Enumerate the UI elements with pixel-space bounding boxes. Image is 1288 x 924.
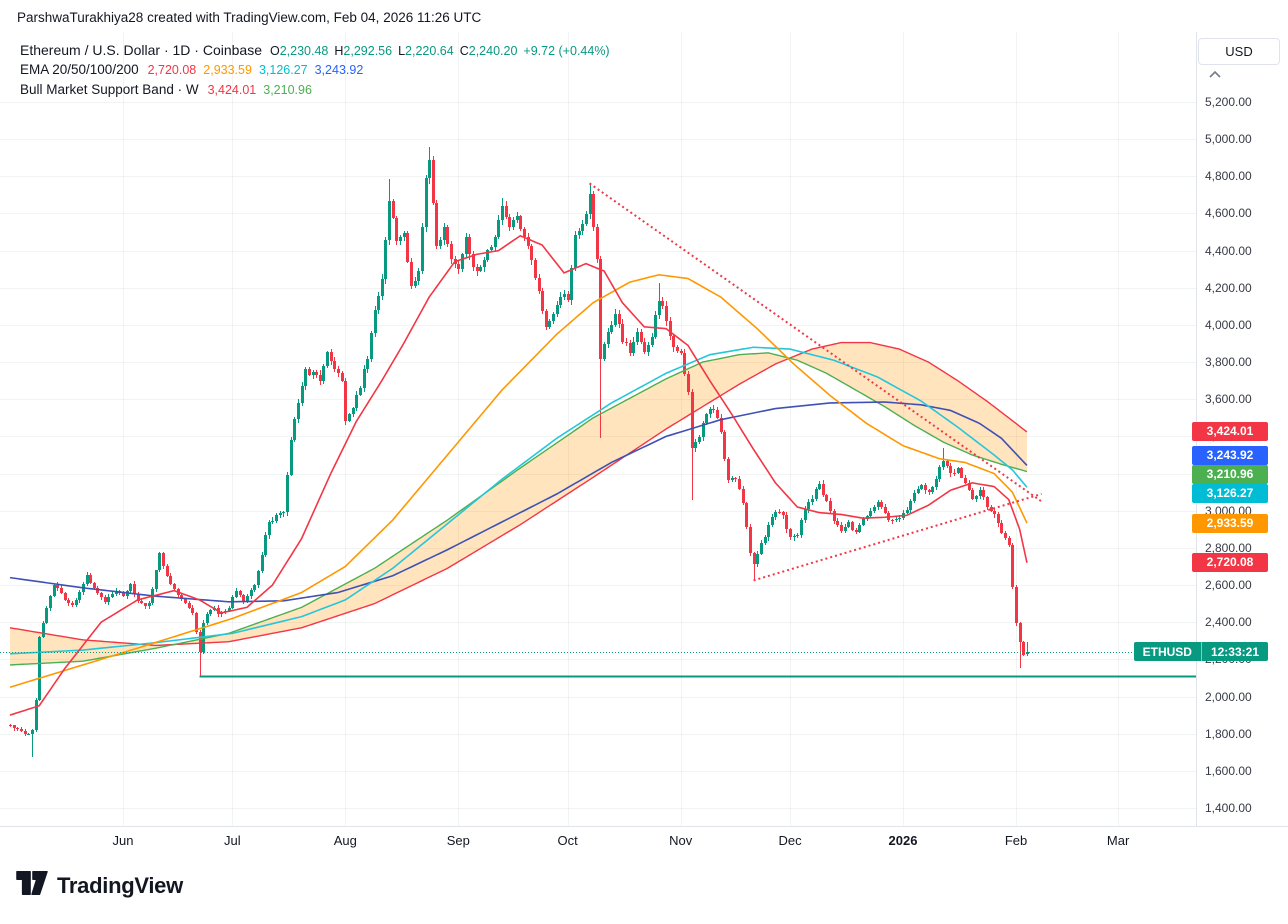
indicator-price-badge: 2,933.59 <box>1192 513 1268 533</box>
indicator-price-badge: 3,243.92 <box>1192 446 1268 466</box>
ohlc-letter: L <box>398 44 406 58</box>
bmsb-indicator-title[interactable]: Bull Market Support Band · W <box>20 82 199 97</box>
time-tick-label: Nov <box>669 833 693 848</box>
indicator-value: 2,933.59 <box>203 63 252 77</box>
indicator-price-badge: 3,424.01 <box>1192 422 1268 442</box>
symbol-countdown-badge: ETHUSD 12:33:21 <box>1133 642 1268 662</box>
time-tick-label: Mar <box>1106 833 1130 848</box>
ema-indicator-title[interactable]: EMA 20/50/100/200 <box>20 62 139 77</box>
ohlc-value: 2,230.48 <box>279 44 329 58</box>
price-tick-label: 2,600.00 <box>1205 578 1252 593</box>
tradingview-logo-icon[interactable] <box>16 870 48 901</box>
symbol-badge-label: ETHUSD <box>1142 644 1192 659</box>
ohlc-value: 2,240.20 <box>468 44 518 58</box>
ohlc-letter: O <box>269 44 280 58</box>
bar-countdown: 12:33:21 <box>1210 644 1259 659</box>
time-tick-label: Jul <box>224 833 241 848</box>
indicator-value: 3,243.92 <box>314 63 364 77</box>
price-tick-label: 1,800.00 <box>1205 726 1252 741</box>
indicator-value: 3,126.27 <box>258 63 308 77</box>
time-tick-label: Jun <box>112 833 134 848</box>
price-tick-label: 4,600.00 <box>1205 206 1252 221</box>
ema-values: 2,720.08 2,933.59 3,126.27 3,243.92 <box>141 62 364 77</box>
time-tick-label: Dec <box>778 833 802 848</box>
currency-toggle-button[interactable]: USD <box>1198 38 1280 65</box>
price-tick-label: 4,800.00 <box>1205 169 1252 184</box>
price-axis[interactable]: 5,200.00 5,000.00 4,800.00 4,600.00 4,400.00… <box>1196 32 1288 853</box>
indicator-value: 2,720.08 <box>147 63 197 77</box>
ohlc-values: O2,230.48 H2,292.56 L2,220.64 C2,240.20 <box>264 43 517 58</box>
price-tick-label: 5,000.00 <box>1205 132 1252 147</box>
price-tick-label: 4,000.00 <box>1205 317 1252 332</box>
price-tick-label: 4,200.00 <box>1205 280 1252 295</box>
indicator-price-badge: 3,126.27 <box>1192 484 1268 504</box>
price-tick-label: 2,400.00 <box>1205 615 1252 630</box>
ohlc-letter: C <box>459 44 469 58</box>
price-tick-label: 3,600.00 <box>1205 392 1252 407</box>
ohlc-letter: H <box>334 44 344 58</box>
snapshot-attribution: ParshwaTurakhiya28 created with TradingV… <box>17 10 482 25</box>
chevron-up-icon[interactable] <box>1208 66 1222 84</box>
footer: TradingView <box>16 870 183 901</box>
price-tick-label: 1,600.00 <box>1205 763 1252 778</box>
price-tick-label: 1,400.00 <box>1205 801 1252 815</box>
price-tick-label: 2,800.00 <box>1205 540 1252 555</box>
time-tick-label: Aug <box>333 833 357 848</box>
time-tick-label: Feb <box>1004 833 1028 848</box>
symbol-title[interactable]: Ethereum / U.S. Dollar · 1D · Coinbase <box>20 42 262 58</box>
price-tick-label: 4,400.00 <box>1205 243 1252 258</box>
legend-symbol-row: Ethereum / U.S. Dollar · 1D · Coinbase O2… <box>20 40 610 60</box>
indicator-price-badge: 3,210.96 <box>1192 465 1268 485</box>
tradingview-logo-text[interactable]: TradingView <box>57 872 183 898</box>
indicator-value: 3,210.96 <box>263 83 312 97</box>
ohlc-value: 2,220.64 <box>405 44 454 58</box>
indicator-value: 3,424.01 <box>207 83 257 97</box>
price-tick-label: 3,800.00 <box>1205 355 1252 370</box>
price-change: +9.72 (+0.44%) <box>523 44 610 58</box>
price-tick-label: 2,000.00 <box>1205 689 1252 704</box>
price-tick-label: 5,200.00 <box>1205 95 1252 109</box>
time-tick-label: Oct <box>557 833 578 848</box>
ohlc-value: 2,292.56 <box>343 44 393 58</box>
chart-legend: Ethereum / U.S. Dollar · 1D · Coinbase O2… <box>20 40 610 100</box>
bmsb-values: 3,424.01 3,210.96 <box>201 82 312 97</box>
time-tick-label: Sep <box>446 833 470 848</box>
price-chart-canvas[interactable] <box>0 32 1196 826</box>
indicator-price-badge: 2,720.08 <box>1192 553 1268 573</box>
time-tick-label: 2026 <box>888 833 918 848</box>
legend-ema-row: EMA 20/50/100/200 2,720.08 2,933.59 3,126.2… <box>20 60 610 80</box>
legend-bmsb-row: Bull Market Support Band · W 3,424.01 3,21… <box>20 80 610 100</box>
time-axis[interactable]: Jun Jul Aug Sep Oct Nov Dec 2026 Feb Mar <box>0 826 1288 855</box>
